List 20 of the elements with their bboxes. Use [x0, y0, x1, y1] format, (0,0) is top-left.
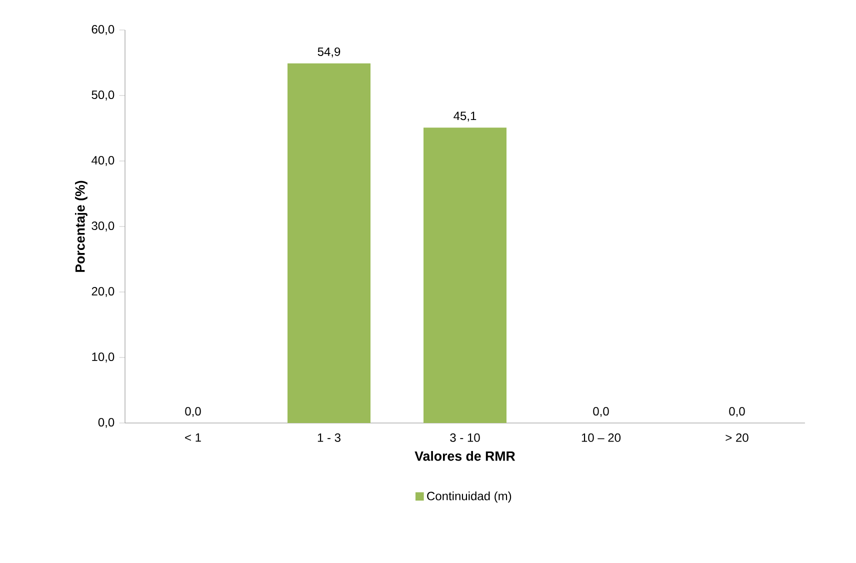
data-label: 0,0	[185, 407, 201, 417]
y-tick-label: 10,0	[92, 352, 114, 362]
data-label: 0,0	[593, 407, 609, 417]
x-tick-label: > 20	[726, 433, 748, 442]
data-label: 0,0	[729, 407, 745, 417]
y-tick-label: 20,0	[92, 287, 114, 297]
x-tick-label: 10 – 20	[582, 433, 621, 442]
data-label: 45,1	[454, 112, 476, 122]
x-axis-title: Valores de RMR	[414, 451, 516, 461]
y-axis-title: Porcentaje (%)	[75, 180, 88, 272]
y-tick-label: 50,0	[92, 90, 114, 100]
x-tick-label: < 1	[185, 433, 201, 442]
y-tick-label: 40,0	[92, 156, 114, 166]
y-tick-label: 60,0	[92, 25, 114, 35]
y-tick-label: 30,0	[92, 222, 114, 232]
legend-label: Continuidad (m)	[427, 491, 512, 503]
y-tick-label: 0,0	[98, 418, 114, 428]
x-tick-label: 1 - 3	[318, 433, 340, 442]
x-tick-label: 3 - 10	[450, 433, 480, 442]
data-label: 54,9	[318, 47, 340, 58]
